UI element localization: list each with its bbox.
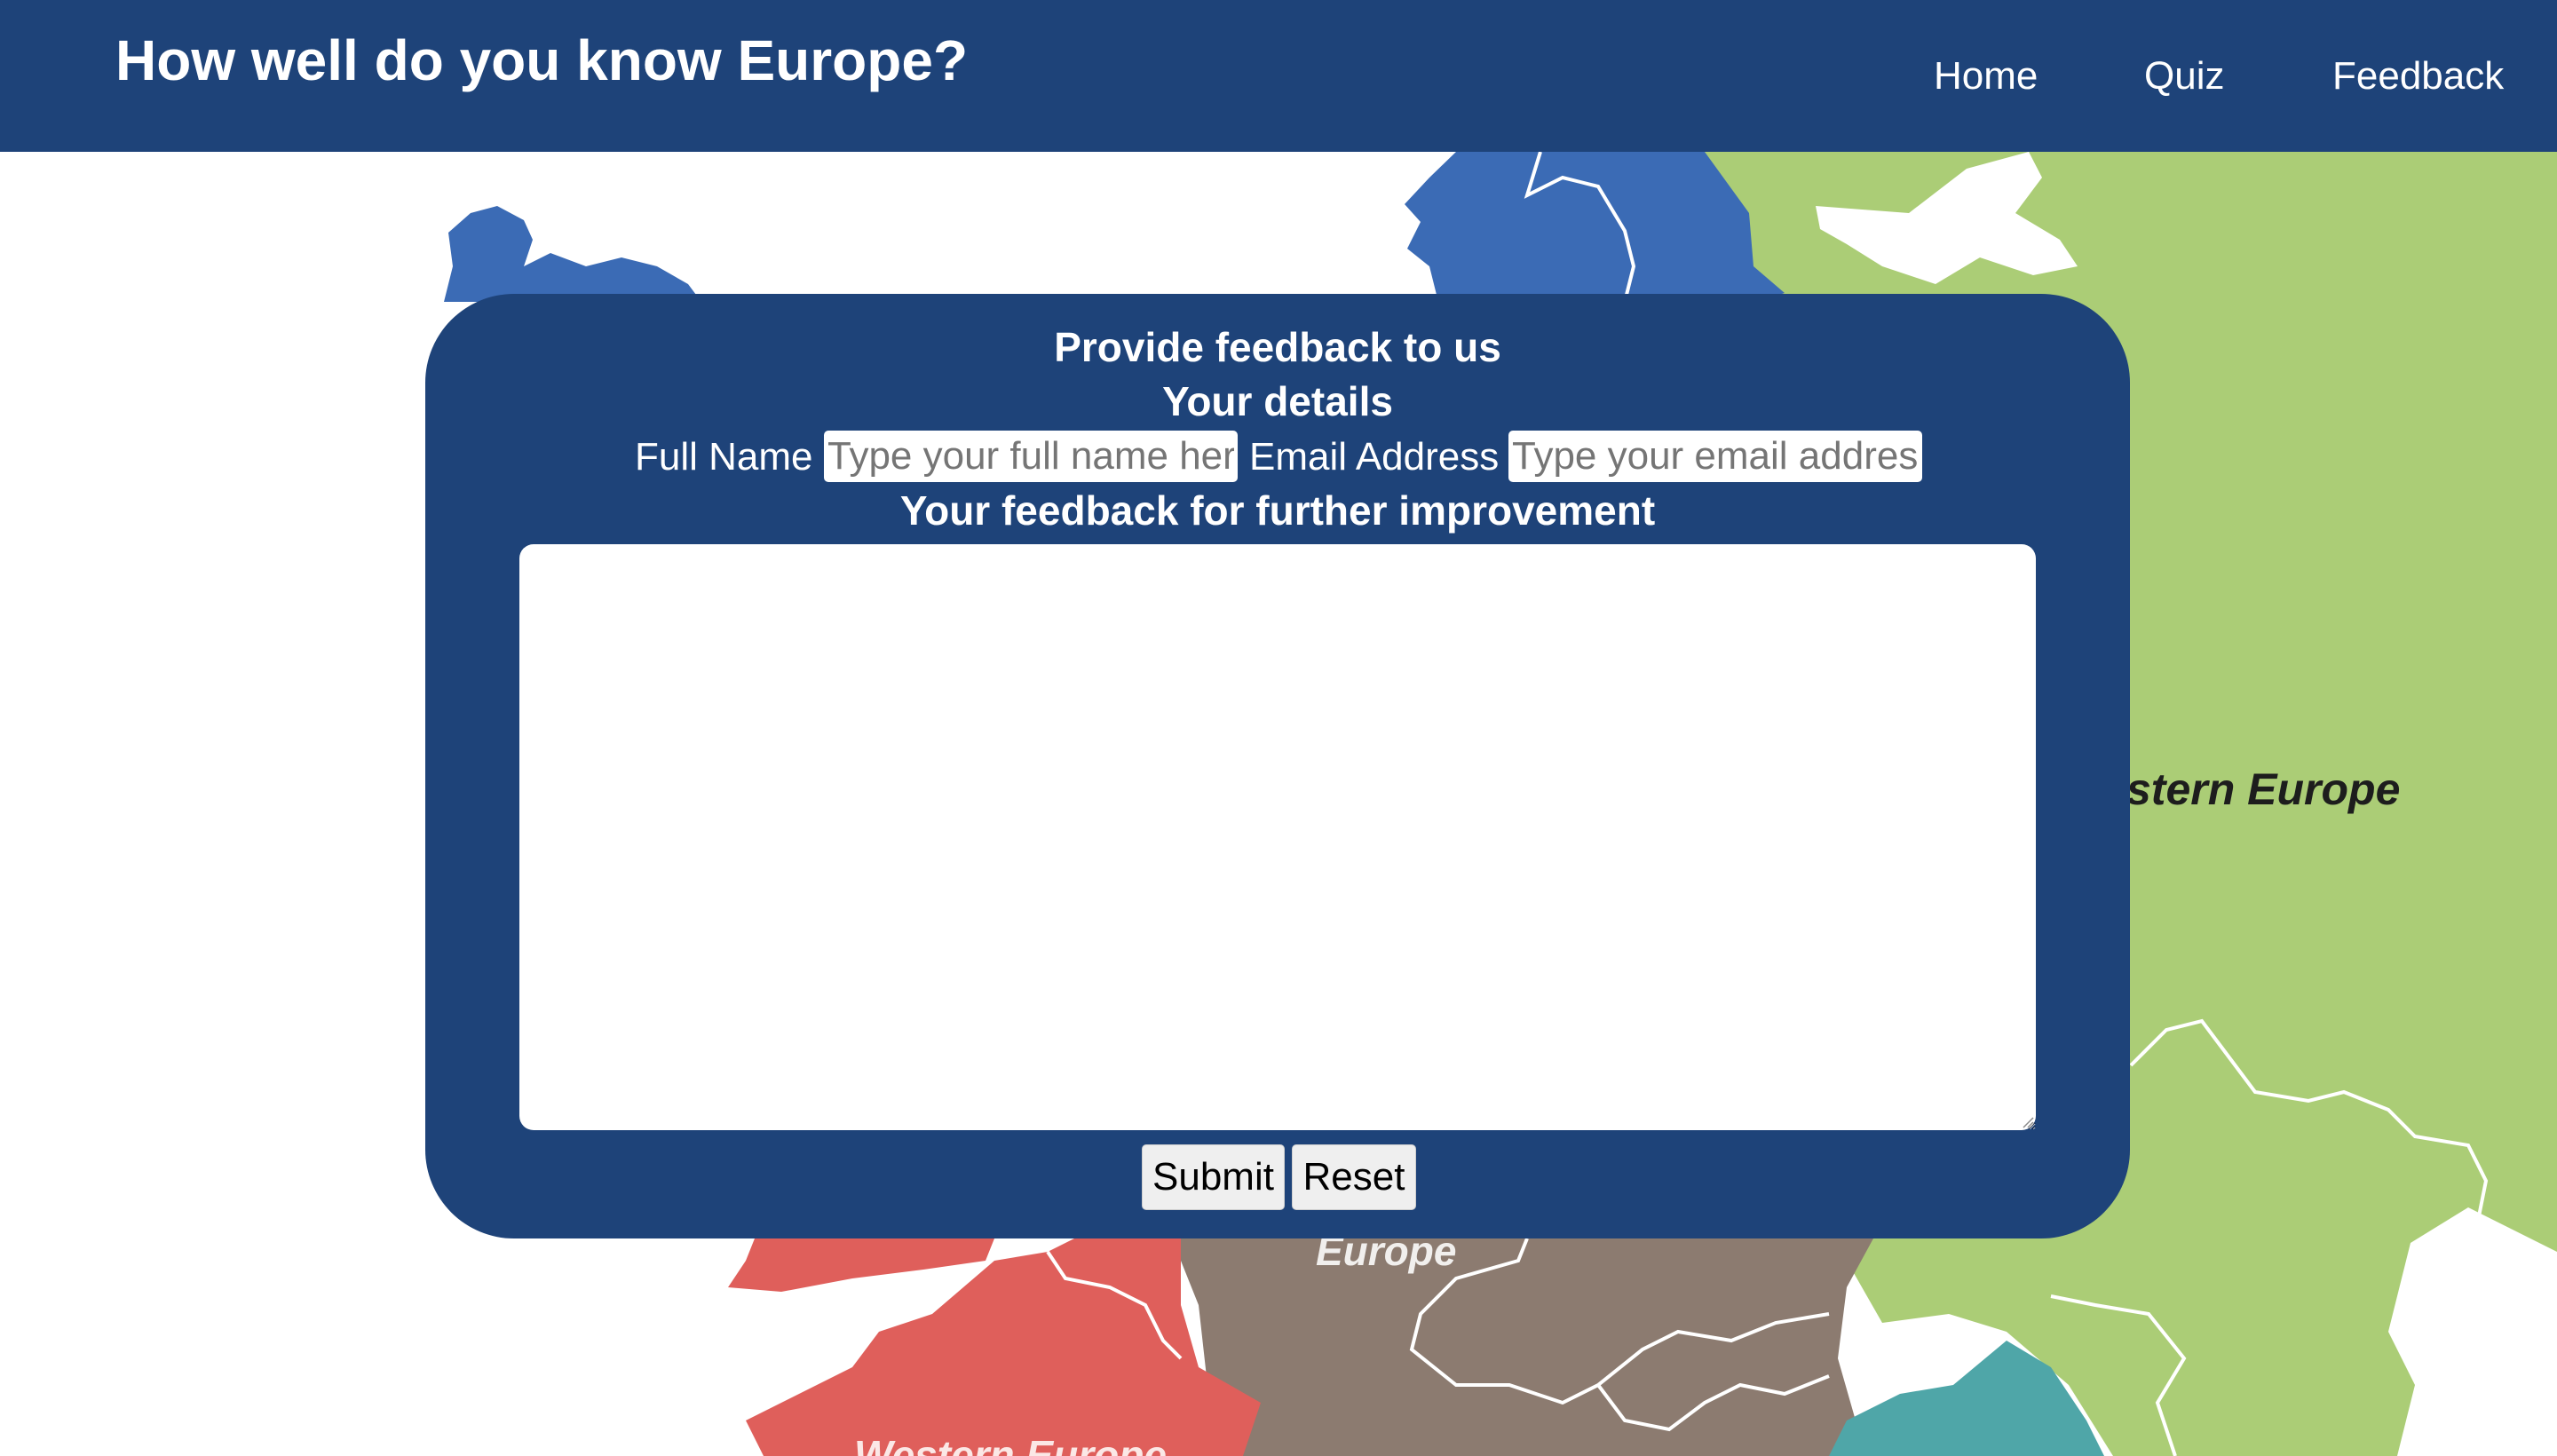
feedback-textarea[interactable] bbox=[519, 544, 2036, 1130]
map-region-label: stern Europe bbox=[2126, 764, 2401, 814]
map-iceland bbox=[444, 206, 701, 302]
map-region-central-europe bbox=[1172, 1238, 1873, 1456]
email-label: Email Address bbox=[1249, 435, 1500, 479]
map-border-line bbox=[1524, 151, 1636, 303]
resize-grip-icon[interactable] bbox=[2022, 1116, 2034, 1128]
site-title: How well do you know Europe? bbox=[115, 28, 969, 92]
form-title: Provide feedback to us bbox=[1054, 324, 1501, 370]
map-border-line bbox=[1409, 1238, 1830, 1405]
site-header: How well do you know Europe? Home Quiz F… bbox=[0, 0, 2557, 152]
nav-link-feedback[interactable]: Feedback bbox=[2332, 54, 2505, 98]
submit-button[interactable]: Submit bbox=[1142, 1144, 1285, 1210]
nav-link-home[interactable]: Home bbox=[1934, 54, 2038, 98]
map-region-southeastern-europe bbox=[1829, 1341, 2104, 1456]
map-britain bbox=[728, 1238, 994, 1292]
map-white-sea bbox=[1816, 152, 2078, 284]
details-row: Full Name Email Address bbox=[425, 431, 2130, 484]
full-name-input[interactable] bbox=[824, 431, 1238, 482]
map-region-northern-europe bbox=[1405, 152, 1785, 302]
map-border-line bbox=[1046, 1250, 1183, 1360]
map-border-line bbox=[2129, 1018, 2489, 1226]
email-input[interactable] bbox=[1508, 431, 1922, 482]
map-region-label: Western Europe bbox=[854, 1432, 1167, 1456]
map-border-line bbox=[2050, 1294, 2187, 1456]
details-heading: Your details bbox=[1162, 378, 1393, 424]
full-name-label: Full Name bbox=[635, 435, 813, 479]
map-region-western-europe bbox=[746, 1238, 1261, 1456]
map-black-sea bbox=[2388, 1207, 2557, 1456]
feedback-heading: Your feedback for further improvement bbox=[899, 487, 1656, 534]
feedback-form: Provide feedback to us Your details Full… bbox=[425, 294, 2130, 1238]
nav-link-quiz[interactable]: Quiz bbox=[2144, 54, 2225, 98]
reset-button[interactable]: Reset bbox=[1292, 1144, 1416, 1210]
map-border-line bbox=[1596, 1374, 1830, 1432]
